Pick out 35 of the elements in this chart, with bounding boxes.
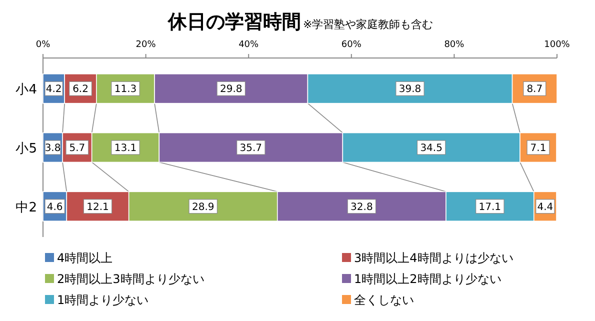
- legend-label: 3時間以上4時間よりは少ない: [354, 251, 514, 265]
- data-label: 17.1: [478, 202, 502, 213]
- data-label: 34.5: [420, 143, 442, 154]
- legend-label: 1時間より少ない: [57, 293, 149, 307]
- data-label: 8.7: [526, 84, 543, 96]
- legend-label: 全くしない: [354, 293, 414, 307]
- y-tick-label: 小4: [16, 82, 37, 98]
- data-label: 32.8: [350, 202, 373, 213]
- data-label: 5.7: [69, 143, 86, 154]
- y-tick-label: 中2: [16, 200, 37, 216]
- y-tick-label: 小5: [16, 142, 37, 156]
- x-tick-label: 40%: [238, 40, 260, 50]
- chart-title: 休日の学習時間: [168, 11, 301, 33]
- legend-label: 1時間以上2時間より少ない: [354, 272, 502, 286]
- data-label: 35.7: [240, 143, 262, 154]
- legend-label: 2時間以上3時間より少ない: [57, 272, 204, 286]
- chart-subtitle: ※学習塾や家庭教師も含む: [303, 18, 434, 31]
- data-label: 4.2: [46, 84, 62, 96]
- x-tick-label: 0%: [36, 40, 51, 50]
- x-tick-label: 60%: [341, 40, 362, 50]
- data-label: 4.4: [537, 202, 554, 213]
- data-label: 12.1: [86, 202, 109, 213]
- x-tick-label: 20%: [136, 40, 156, 50]
- x-tick-label: 100%: [544, 40, 570, 50]
- data-label: 6.2: [72, 84, 88, 96]
- legend-label: 4時間以上: [57, 251, 113, 265]
- data-label: 11.3: [114, 84, 137, 96]
- data-label: 28.9: [192, 202, 214, 213]
- data-label: 4.6: [46, 202, 63, 213]
- data-label: 3.8: [44, 143, 61, 154]
- data-label: 39.8: [398, 84, 422, 96]
- data-label: 29.8: [220, 84, 242, 96]
- data-label: 13.1: [114, 143, 137, 154]
- data-label: 7.1: [530, 143, 546, 154]
- x-tick-label: 80%: [444, 40, 465, 50]
